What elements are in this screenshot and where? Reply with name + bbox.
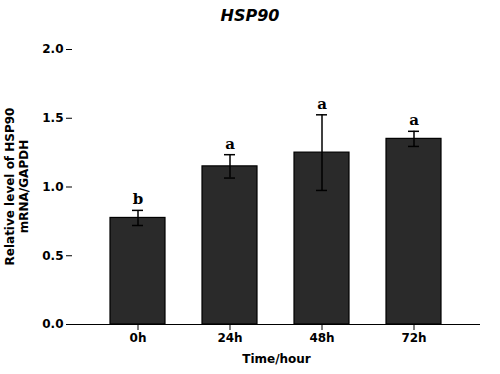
svg-text:24h: 24h <box>217 331 242 345</box>
svg-text:48h: 48h <box>309 331 334 345</box>
svg-text:2.0: 2.0 <box>42 42 63 56</box>
svg-text:0.5: 0.5 <box>42 249 63 263</box>
svg-text:0.0: 0.0 <box>42 317 63 331</box>
svg-text:a: a <box>409 111 419 129</box>
svg-text:a: a <box>317 95 327 113</box>
svg-text:72h: 72h <box>401 331 426 345</box>
svg-text:1.0: 1.0 <box>42 180 63 194</box>
html-text:HSP90: HSP90 <box>220 6 280 25</box>
svg-text:Time/hour: Time/hour <box>242 352 311 366</box>
svg-text:1.5: 1.5 <box>42 111 63 125</box>
svg-text:b: b <box>133 190 144 208</box>
svg-text:Relative level of HSP90mRNA/GA: Relative level of HSP90mRNA/GAPDH <box>3 108 31 266</box>
svg-text:a: a <box>225 135 235 153</box>
svg-text:0h: 0h <box>130 331 147 345</box>
